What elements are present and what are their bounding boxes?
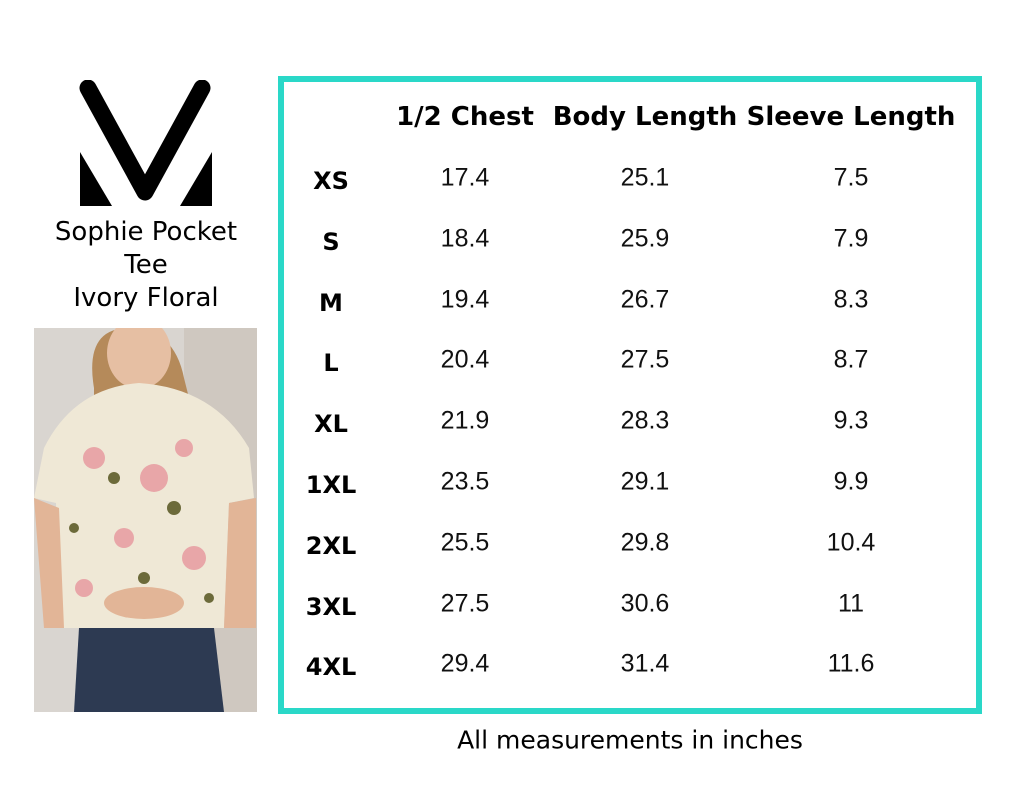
product-title: Sophie Pocket Tee Ivory Floral — [20, 216, 272, 315]
column-header: 1/2 Chest — [396, 102, 534, 132]
measurement-cell: 10.4 — [826, 528, 876, 557]
measurement-cell: 29.1 — [620, 467, 670, 496]
column-header: Sleeve Length — [746, 102, 956, 132]
brand-logo — [79, 80, 212, 206]
measurement-cell: 20.4 — [440, 345, 490, 374]
measurement-cell: 8.7 — [833, 345, 869, 374]
column-header: Body Length — [552, 102, 738, 132]
product-photo — [34, 328, 257, 712]
measurement-cell: 28.3 — [620, 406, 670, 435]
size-chart-frame — [278, 76, 982, 714]
measurement-cell: 27.5 — [440, 589, 490, 618]
product-title-line: Tee — [124, 250, 168, 280]
size-label: L — [323, 349, 339, 378]
measurement-cell: 25.5 — [440, 528, 490, 557]
size-label: 2XL — [305, 531, 357, 560]
size-label: XS — [313, 167, 349, 195]
measurement-cell: 11.6 — [827, 649, 875, 678]
measurement-cell: 8.3 — [833, 285, 869, 314]
measurement-cell: 25.1 — [620, 163, 670, 192]
measurement-cell: 29.4 — [440, 649, 490, 678]
measurement-cell: 19.4 — [440, 285, 490, 314]
measurement-cell: 23.5 — [440, 467, 490, 496]
measurement-cell: 29.8 — [620, 528, 670, 557]
size-label: XL — [314, 410, 348, 439]
product-title-line: Ivory Floral — [73, 283, 219, 313]
measurement-cell: 9.3 — [833, 406, 869, 435]
size-label: M — [319, 288, 343, 317]
measurement-cell: 9.9 — [833, 467, 869, 496]
measurement-note: All measurements in inches — [457, 725, 803, 755]
measurement-cell: 17.4 — [440, 163, 490, 192]
measurement-cell: 21.9 — [440, 406, 490, 435]
measurement-cell: 11 — [838, 589, 864, 618]
size-label: S — [322, 227, 340, 256]
measurement-cell: 7.5 — [833, 163, 869, 192]
size-label: 3XL — [305, 592, 357, 621]
measurement-cell: 25.9 — [620, 224, 670, 253]
measurement-cell: 27.5 — [620, 345, 670, 374]
measurement-cell: 30.6 — [620, 589, 670, 618]
measurement-cell: 31.4 — [620, 649, 670, 678]
size-label: 1XL — [305, 471, 357, 499]
size-label: 4XL — [305, 653, 357, 682]
measurement-cell: 18.4 — [440, 224, 490, 253]
measurement-cell: 26.7 — [620, 285, 670, 314]
product-title-line: Sophie Pocket — [54, 217, 238, 247]
measurement-cell: 7.9 — [833, 224, 869, 253]
